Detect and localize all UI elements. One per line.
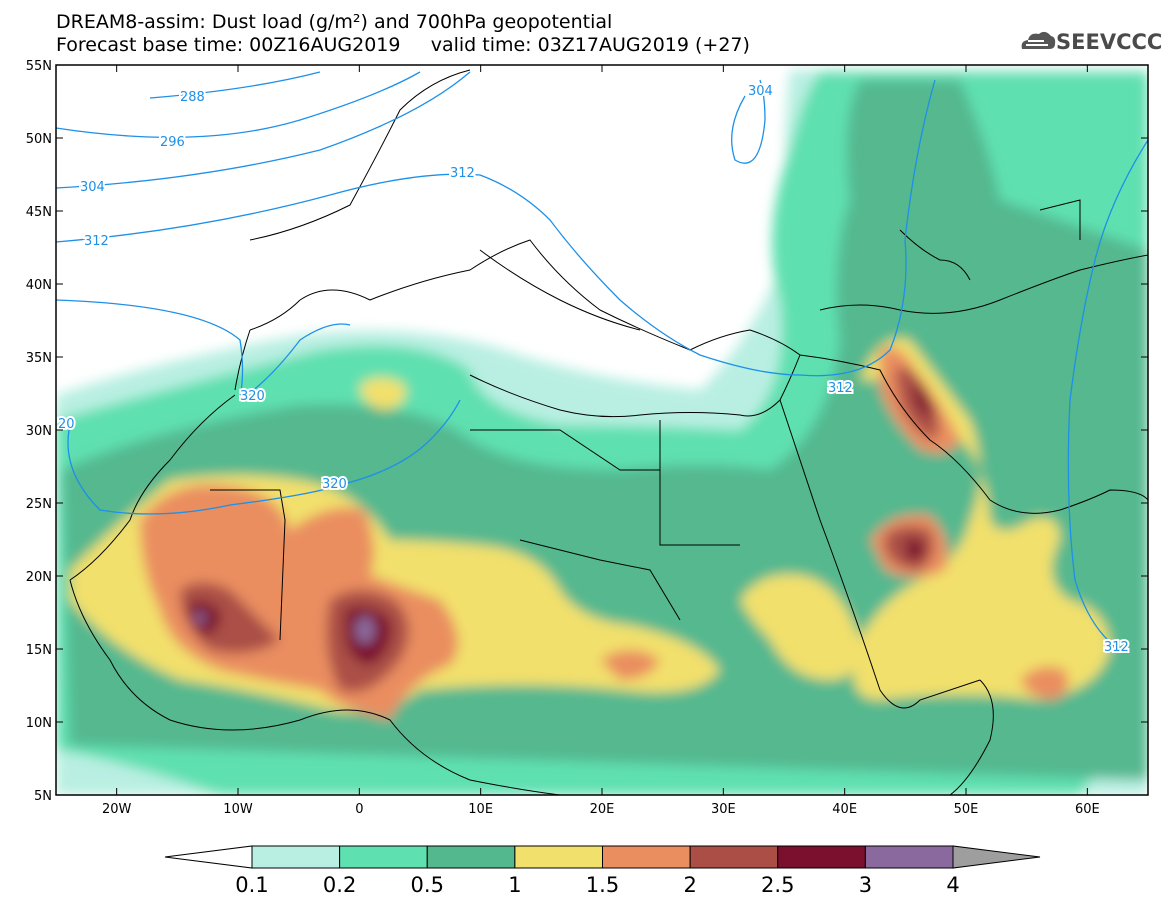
colorbar-swatch: [602, 845, 691, 869]
contour-312b: [1067, 139, 1148, 651]
colorbar-level-label: 0.1: [235, 873, 269, 897]
valid-time: valid time: 03Z17AUG2019 (+27): [430, 34, 750, 56]
lat-tick-label: 25N: [26, 497, 52, 512]
contour-304b: [731, 79, 766, 164]
lat-tick-label: 15N: [26, 643, 52, 658]
contour-label: 312: [450, 166, 475, 181]
dust-level-1b: [853, 338, 1110, 700]
lat-tick-label: 30N: [26, 424, 52, 439]
lat-tick-label: 20N: [26, 570, 52, 585]
contour-label: 288: [180, 90, 205, 105]
lon-tick-label: 20E: [590, 802, 615, 817]
colorbar: [164, 845, 1041, 869]
cloud-icon: [1021, 31, 1056, 49]
lat-tick-label: 40N: [26, 278, 52, 293]
contour-label: 312: [828, 381, 853, 396]
contour-320: [56, 299, 351, 401]
geopotential-contours: [56, 71, 1148, 651]
colorbar-swatch: [689, 845, 779, 869]
contour-288: [149, 71, 321, 99]
dust-level-3c: [905, 538, 925, 561]
lat-tick-label: 5N: [34, 789, 52, 804]
dust-level-4: [355, 616, 375, 644]
lat-tick-label: 45N: [26, 205, 52, 220]
lon-tick-label: 20W: [102, 802, 132, 817]
colorbar-level-label: 1.5: [585, 873, 620, 897]
dust-level-3d: [915, 380, 935, 416]
contour-320b: [67, 399, 461, 515]
colorbar-level-label: 0.5: [410, 873, 444, 897]
lat-tick-label: 55N: [26, 59, 52, 74]
contour-label: 20: [58, 417, 75, 432]
dust-level-2c: [895, 367, 939, 440]
dust-level-1c: [740, 574, 860, 680]
lon-tick-label: 40E: [832, 802, 857, 817]
chart-title: DREAM8-assim: Dust load (g/m²) and 700hP…: [56, 11, 613, 33]
contour-label: 296: [160, 135, 185, 150]
dust-level-1.5e: [600, 650, 660, 680]
coastlines: [69, 69, 1148, 795]
dust-level-4b: [194, 612, 206, 624]
lon-tick-label: 10E: [468, 802, 493, 817]
contour-labels: 288 296 304 312 320 320 312 304 312 312 …: [56, 82, 1131, 657]
lat-tick-label: 50N: [26, 132, 52, 147]
contour-296: [56, 71, 421, 138]
dust-level-1.5d: [1020, 666, 1069, 700]
colorbar-swatch: [777, 845, 866, 869]
colorbar-level-label: 2.5: [761, 873, 795, 897]
colorbar-level-label: 1: [508, 873, 522, 897]
contour-label: 312: [84, 234, 109, 249]
colorbar-level-label: 3: [858, 873, 873, 897]
colorbar-level-label: 0.2: [322, 873, 357, 897]
colorbar-swatch: [251, 845, 341, 869]
colorbar-swatch: [514, 845, 603, 869]
lon-tick-label: 0: [355, 802, 363, 817]
contour-label: 304: [80, 180, 105, 195]
forecast-times: Forecast base time: 00Z16AUG2019 valid t…: [56, 34, 750, 56]
lat-tick-label: 35N: [26, 351, 52, 366]
contour-label: 312: [1104, 640, 1129, 655]
colorbar-swatch: [864, 845, 954, 869]
forecast-base-time: Forecast base time: 00Z16AUG2019: [56, 34, 401, 56]
contour-label: 320: [240, 389, 265, 404]
colorbar-level-label: 2: [683, 873, 697, 897]
dust-level-1d: [360, 377, 406, 410]
colorbar-arrow-high: [952, 845, 1041, 869]
dust-load-shading: [56, 70, 1148, 795]
seevccc-logo-text: SEEVCCC: [1056, 30, 1163, 54]
lon-tick-label: 30E: [711, 802, 736, 817]
lon-tick-label: 10W: [223, 802, 253, 817]
map-plot-area: 288 296 304 312 320 320 312 304 312 312 …: [56, 65, 1148, 795]
lon-tick-label: 60E: [1075, 802, 1100, 817]
latitude-axis: 55N 50N 45N 40N 35N 30N 25N 20N 15N 10N 5N: [26, 59, 1148, 804]
colorbar-arrow-low: [164, 845, 253, 869]
colorbar-swatch: [426, 845, 516, 869]
contour-304: [56, 71, 471, 189]
contour-label: 320: [322, 477, 347, 492]
contour-312: [56, 79, 936, 377]
colorbar-level-label: 4: [946, 873, 960, 897]
lon-tick-label: 50E: [954, 802, 979, 817]
lat-tick-label: 10N: [26, 716, 52, 731]
contour-label: 304: [748, 84, 773, 99]
colorbar-swatch: [339, 845, 428, 869]
longitude-axis: 20W 10W 0 10E 20E 30E 40E 50E 60E: [102, 65, 1100, 817]
